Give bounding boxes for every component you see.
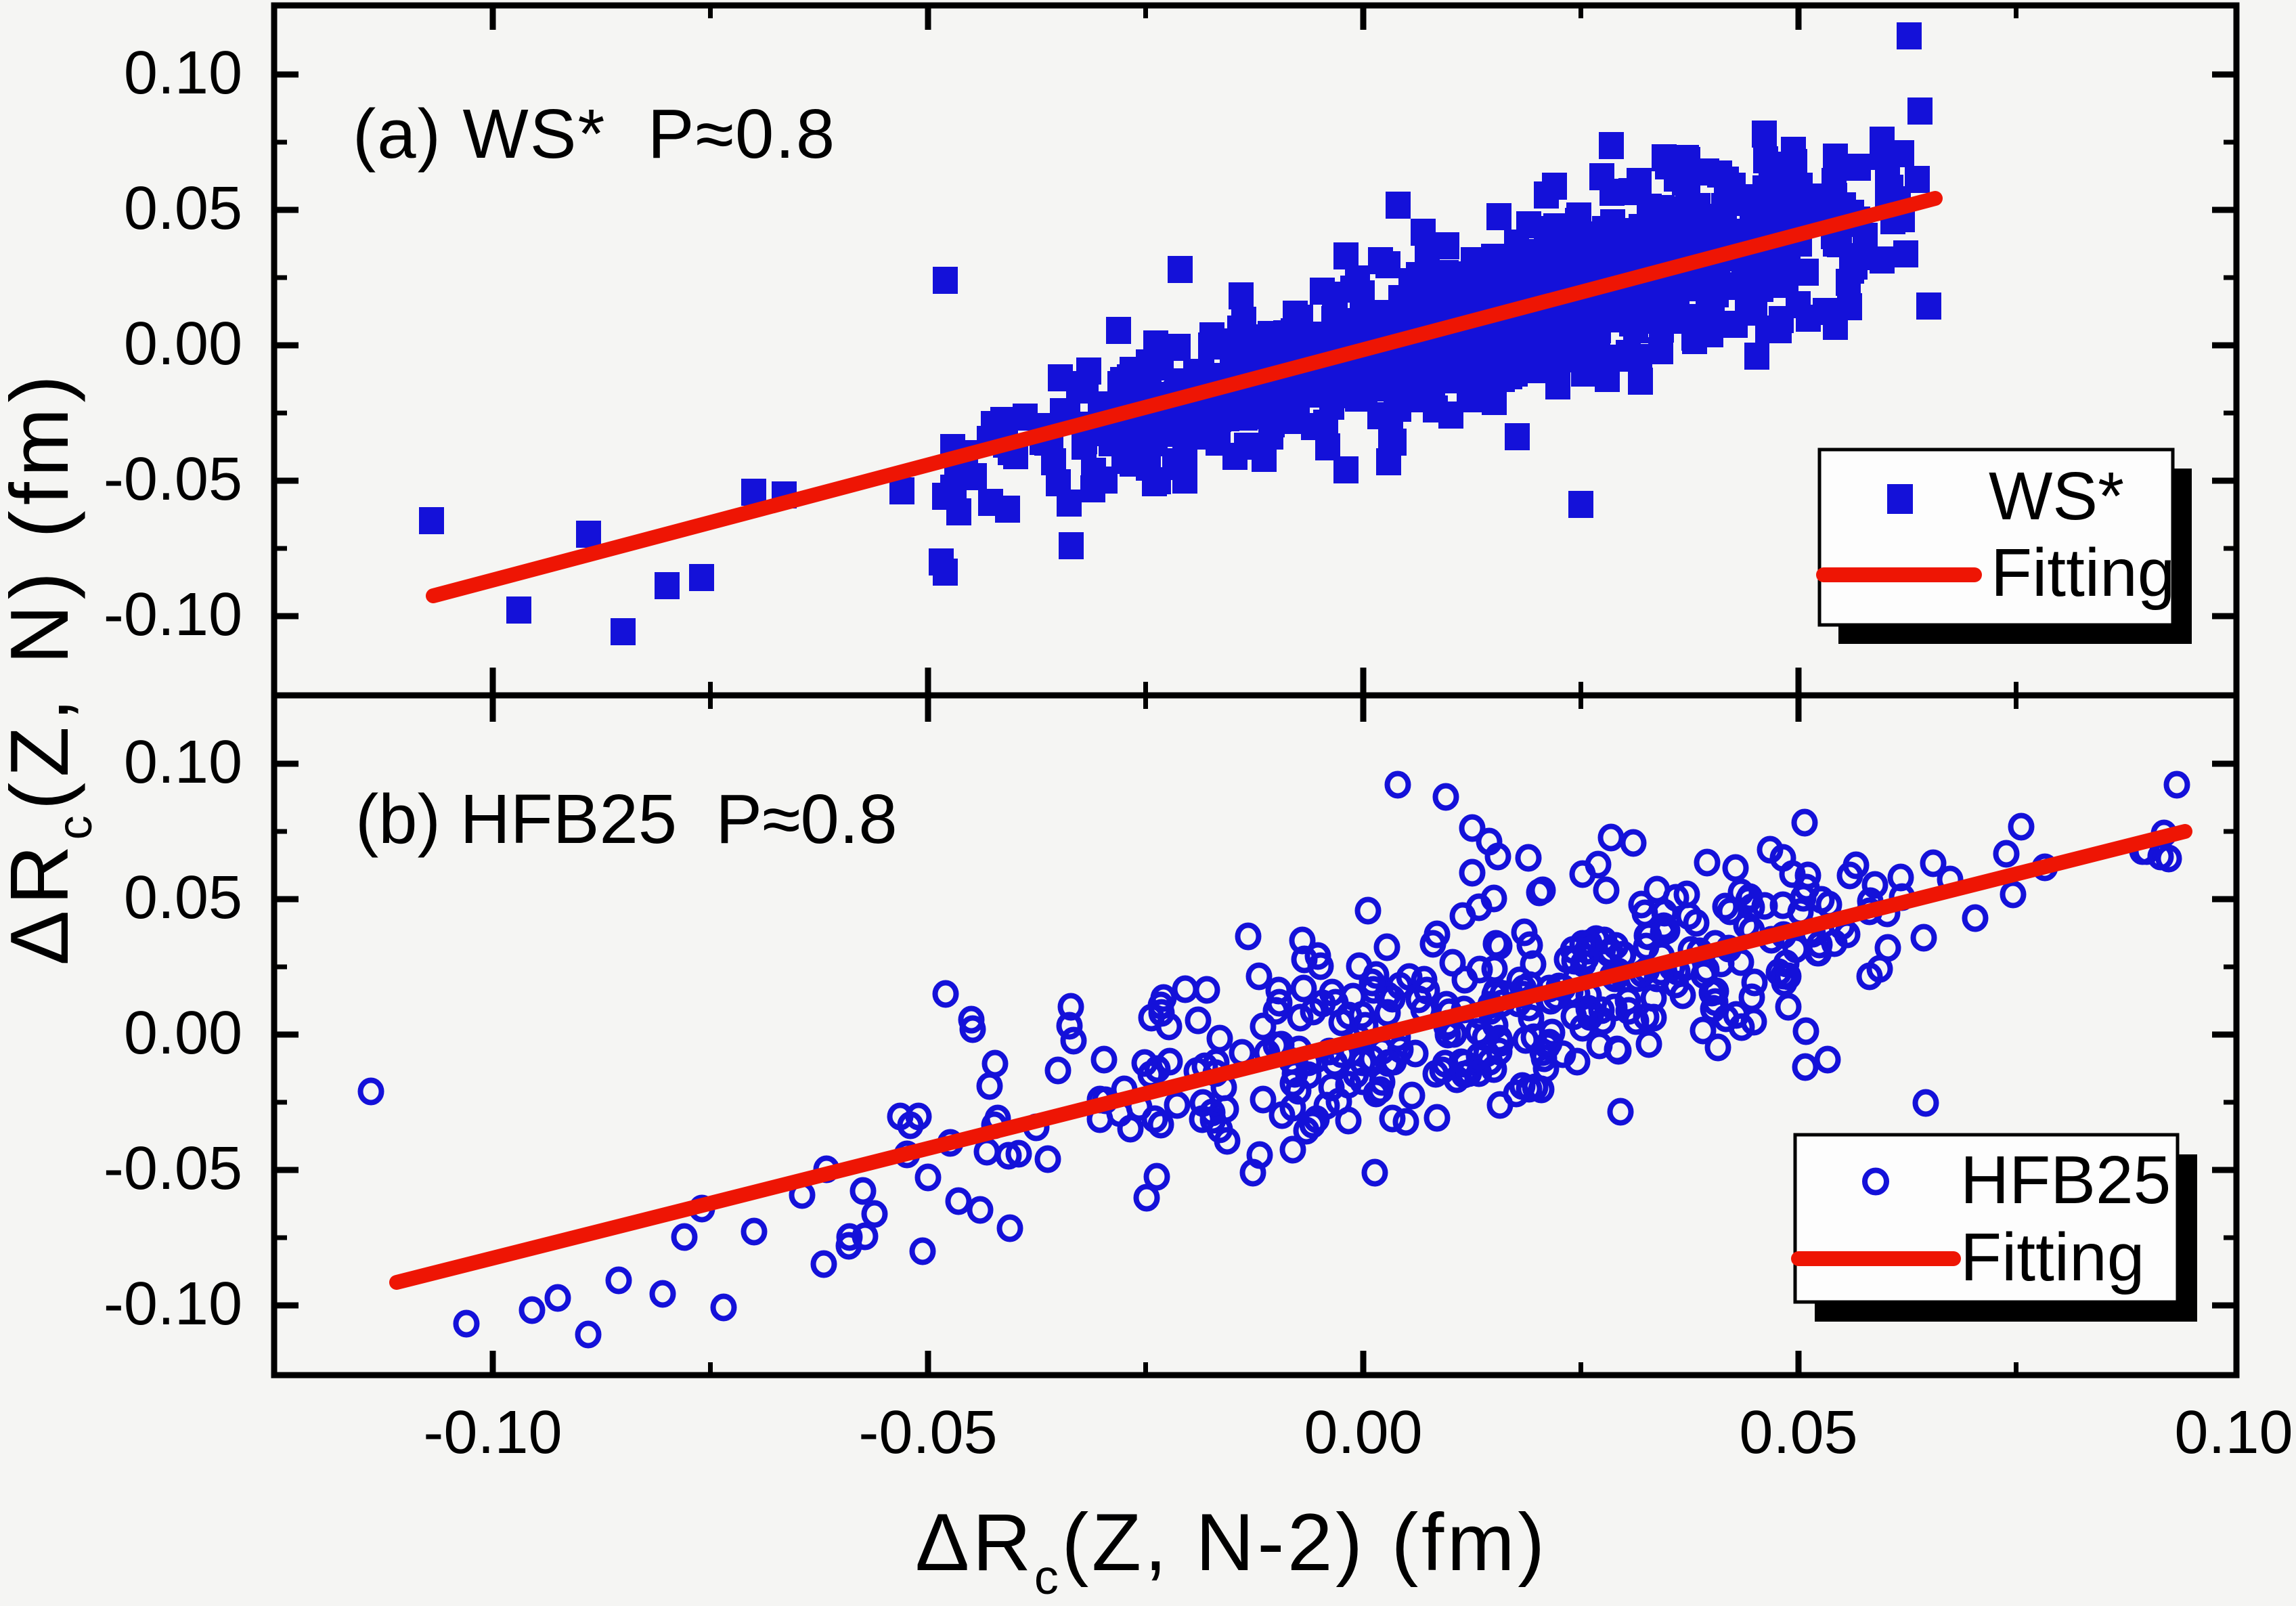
svg-text:0.10: 0.10 [124,39,242,107]
svg-text:-0.10: -0.10 [423,1399,562,1467]
svg-text:0.05: 0.05 [124,864,242,932]
svg-text:ΔRc(Z, N) (fm): ΔRc(Z, N) (fm) [0,370,102,965]
svg-text:0.05: 0.05 [1739,1399,1857,1467]
svg-text:0.10: 0.10 [2174,1399,2293,1467]
svg-text:0.00: 0.00 [124,310,242,378]
svg-text:(b) HFB25 P≈0.8: (b) HFB25 P≈0.8 [355,780,898,858]
svg-text:-0.05: -0.05 [104,446,242,513]
svg-text:HFB25: HFB25 [1960,1142,2171,1218]
svg-text:0.00: 0.00 [124,999,242,1067]
svg-text:ΔRc(Z, N-2) (fm): ΔRc(Z, N-2) (fm) [915,1497,1548,1605]
svg-text:0.05: 0.05 [124,175,242,242]
svg-text:0.10: 0.10 [124,729,242,796]
svg-text:Fitting: Fitting [1991,535,2175,611]
svg-text:Fitting: Fitting [1960,1219,2144,1295]
svg-text:-0.10: -0.10 [104,581,242,649]
svg-text:-0.10: -0.10 [104,1270,242,1338]
svg-text:-0.05: -0.05 [858,1399,997,1467]
svg-text:0.00: 0.00 [1304,1399,1422,1467]
svg-text:-0.05: -0.05 [104,1135,242,1202]
svg-text:WS*: WS* [1989,458,2124,534]
svg-text:(a) WS* P≈0.8: (a) WS* P≈0.8 [353,95,836,173]
